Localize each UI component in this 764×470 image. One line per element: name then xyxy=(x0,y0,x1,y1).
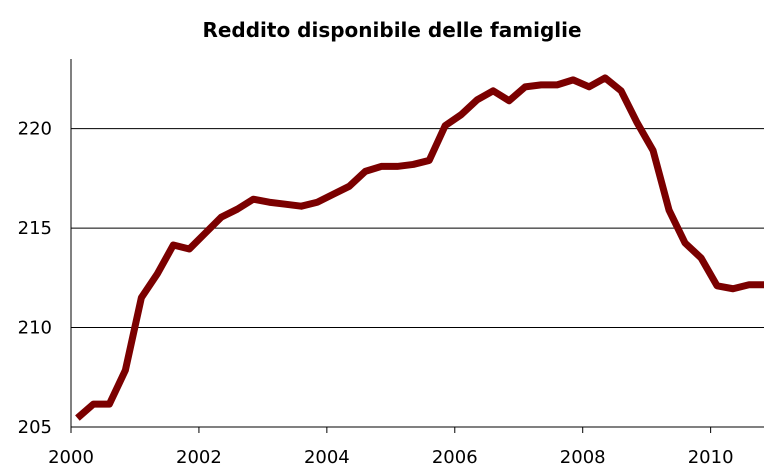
y-tick-label: 215 xyxy=(18,218,52,239)
x-tick-label: 2004 xyxy=(304,447,350,468)
y-tick-label: 205 xyxy=(18,417,52,438)
x-tick-label: 2008 xyxy=(560,447,606,468)
y-tick-label: 220 xyxy=(18,119,52,140)
x-tick-label: 2010 xyxy=(688,447,734,468)
x-tick-label: 2002 xyxy=(176,447,222,468)
chart-title: Reddito disponibile delle famiglie xyxy=(202,18,581,42)
y-tick-label: 210 xyxy=(18,318,52,339)
x-tick-label: 2000 xyxy=(48,447,94,468)
x-tick-label: 2006 xyxy=(432,447,478,468)
data-line xyxy=(75,74,764,421)
